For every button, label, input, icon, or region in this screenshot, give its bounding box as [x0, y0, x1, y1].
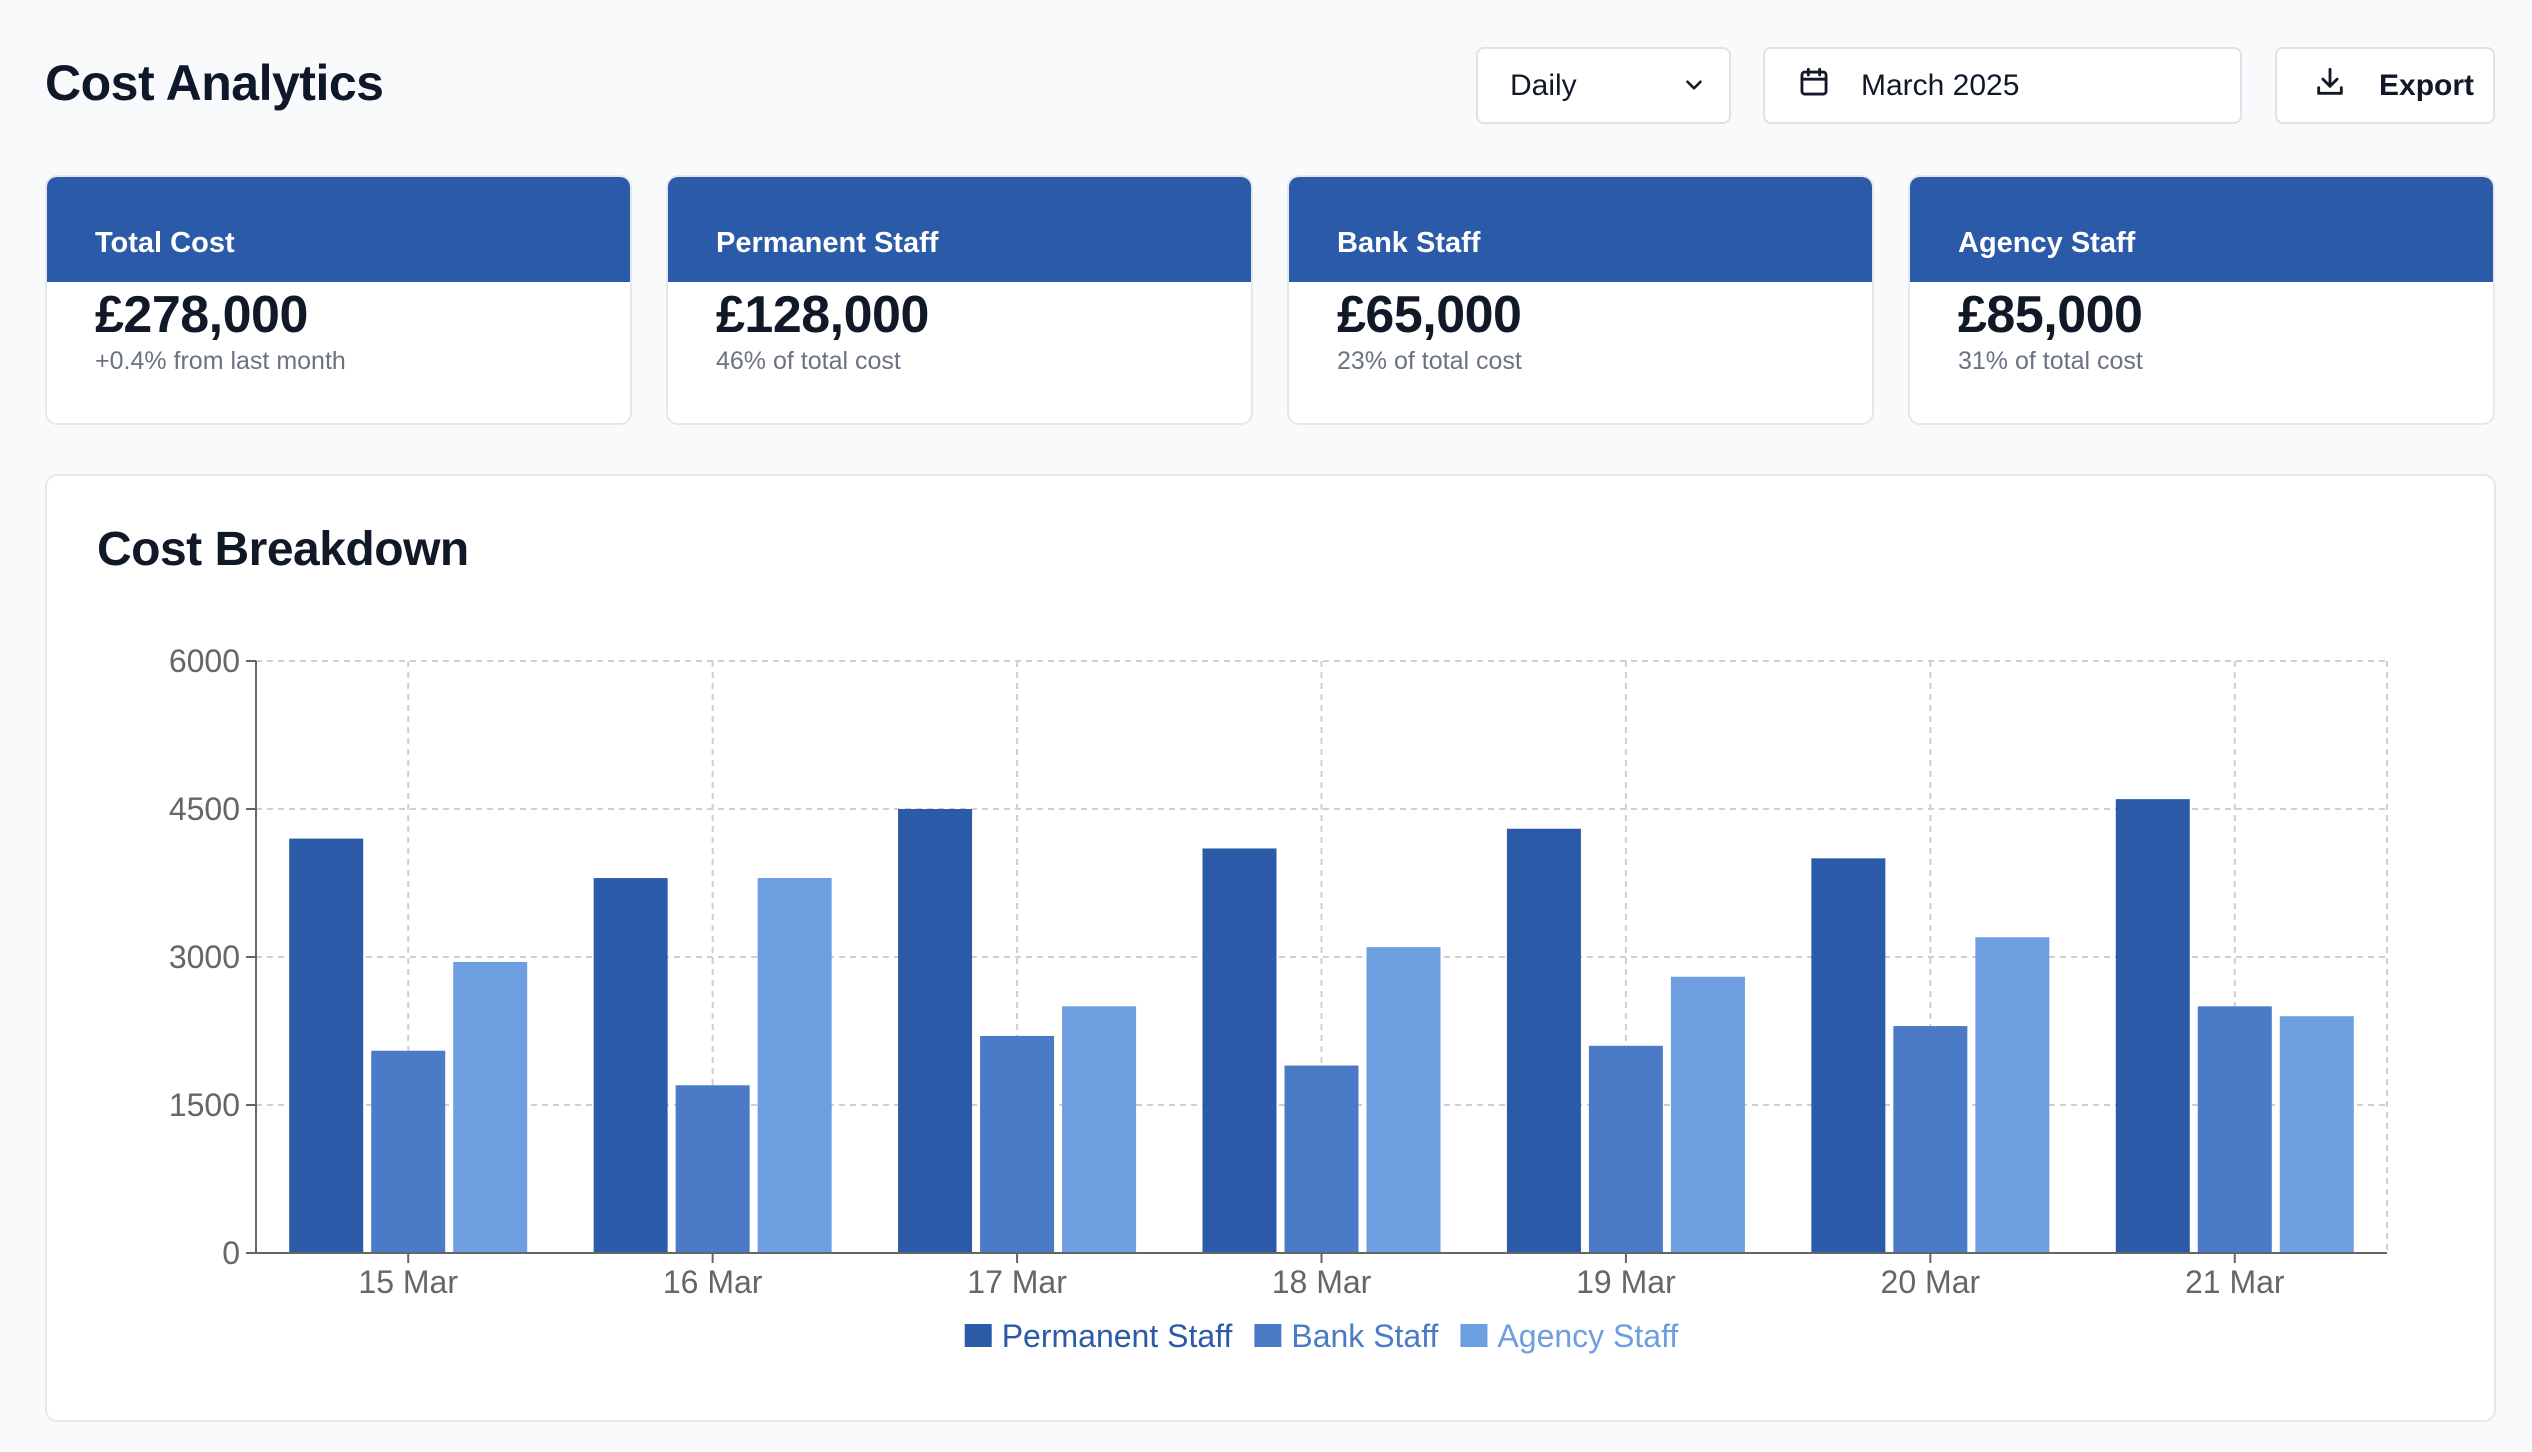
bar	[1202, 848, 1277, 1253]
card-value: £85,000	[1958, 286, 2143, 344]
bar	[675, 1085, 750, 1253]
y-tick-label: 3000	[169, 939, 240, 975]
card-value: £65,000	[1337, 286, 1522, 344]
bar	[1893, 1026, 1968, 1253]
legend-swatch	[1254, 1324, 1282, 1347]
bar	[1975, 937, 2050, 1253]
bar	[1670, 976, 1745, 1253]
bar	[898, 809, 973, 1253]
download-icon	[2313, 65, 2347, 107]
x-tick-label: 19 Mar	[1576, 1264, 1676, 1300]
period-select-value: Daily	[1510, 68, 1577, 102]
bar	[1506, 828, 1581, 1253]
bar	[2115, 799, 2190, 1253]
bar	[2197, 1006, 2272, 1253]
date-picker-button[interactable]: March 2025	[1763, 47, 2242, 124]
export-button-label: Export	[2379, 68, 2475, 102]
bar	[1366, 947, 1441, 1253]
y-tick-label: 1500	[169, 1087, 240, 1123]
bar	[593, 878, 668, 1253]
bar	[757, 878, 832, 1253]
x-tick-label: 16 Mar	[663, 1264, 763, 1300]
bar	[1811, 858, 1886, 1253]
period-select[interactable]: Daily	[1476, 47, 1731, 124]
cost-breakdown-chart: 0 1500 3000 4500 6000 15 Mar 16 Mar 17 Mar 18 Ma…	[169, 643, 2388, 1354]
total-cost-card: Total Cost £278,000 +0.4% from last mont…	[45, 175, 632, 425]
y-tick-label: 6000	[169, 643, 240, 679]
card-title: Total Cost	[47, 177, 630, 282]
legend-label: Permanent Staff	[1002, 1318, 1233, 1354]
bar	[2279, 1016, 2354, 1253]
bar	[1284, 1065, 1359, 1253]
cost-breakdown-panel: Cost Breakdown 0 1500 3000 4500 6000 15 Mar 16…	[45, 474, 2496, 1422]
card-title: Permanent Staff	[668, 177, 1251, 282]
y-tick-label: 4500	[169, 791, 240, 827]
legend-label: Agency Staff	[1497, 1318, 1678, 1354]
legend-label: Bank Staff	[1291, 1318, 1438, 1354]
x-tick-label: 18 Mar	[1272, 1264, 1372, 1300]
bar	[371, 1050, 446, 1253]
card-subtext: 31% of total cost	[1958, 347, 2143, 375]
card-value: £278,000	[95, 286, 308, 344]
chevron-down-icon	[1681, 72, 1707, 106]
card-title: Bank Staff	[1289, 177, 1872, 282]
x-tick-label: 15 Mar	[358, 1264, 458, 1300]
permanent-staff-card: Permanent Staff £128,000 46% of total co…	[666, 175, 1253, 425]
card-title: Agency Staff	[1910, 177, 2493, 282]
y-tick-label: 0	[222, 1235, 240, 1271]
x-tick-label: 17 Mar	[967, 1264, 1067, 1300]
bar	[289, 838, 364, 1253]
page-title: Cost Analytics	[45, 55, 384, 111]
card-value: £128,000	[716, 286, 929, 344]
bank-staff-card: Bank Staff £65,000 23% of total cost	[1287, 175, 1874, 425]
calendar-icon	[1797, 65, 1831, 107]
date-picker-label: March 2025	[1861, 68, 2020, 102]
card-subtext: 23% of total cost	[1337, 347, 1522, 375]
bar	[1062, 1006, 1137, 1253]
x-tick-label: 20 Mar	[1881, 1264, 1981, 1300]
x-tick-label: 21 Mar	[2185, 1264, 2285, 1300]
export-button[interactable]: Export	[2275, 47, 2495, 124]
panel-title: Cost Breakdown	[97, 523, 469, 576]
card-subtext: +0.4% from last month	[95, 347, 346, 375]
bar	[1588, 1045, 1663, 1253]
agency-staff-card: Agency Staff £85,000 31% of total cost	[1908, 175, 2495, 425]
legend-swatch	[964, 1324, 992, 1347]
bar	[980, 1035, 1055, 1253]
card-subtext: 46% of total cost	[716, 347, 901, 375]
bar	[453, 961, 528, 1253]
legend-swatch	[1460, 1324, 1488, 1347]
